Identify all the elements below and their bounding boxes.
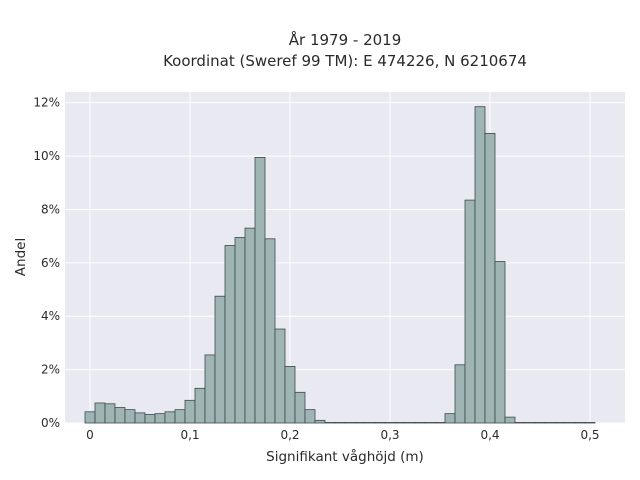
histogram-bar xyxy=(284,366,296,424)
y-tick-label: 12% xyxy=(33,96,60,110)
histogram-bar xyxy=(364,422,376,424)
histogram-bar xyxy=(174,409,186,424)
histogram-bar xyxy=(464,199,476,424)
histogram-bars xyxy=(84,106,596,424)
histogram-bar xyxy=(94,402,106,424)
histogram-bar xyxy=(294,391,306,424)
histogram-bar xyxy=(304,409,316,424)
histogram-bar xyxy=(104,403,116,424)
histogram-bar xyxy=(154,413,166,424)
histogram-bar xyxy=(524,422,536,424)
histogram-bar xyxy=(274,328,286,424)
histogram-bar xyxy=(164,411,176,424)
histogram-bar xyxy=(134,412,146,424)
x-axis-label: Signifikant våghöjd (m) xyxy=(266,448,424,465)
x-tick-label: 0,2 xyxy=(280,428,299,442)
histogram-bar xyxy=(344,422,356,424)
histogram-bar xyxy=(544,422,556,424)
histogram-bar xyxy=(384,422,396,424)
histogram-bar xyxy=(194,387,206,424)
histogram-bar xyxy=(474,106,486,424)
chart-title-line-2: Koordinat (Sweref 99 TM): E 474226, N 62… xyxy=(163,52,527,70)
histogram-bar xyxy=(514,422,526,424)
x-tick-label: 0,5 xyxy=(580,428,599,442)
histogram-bar xyxy=(534,422,546,424)
histogram-bar xyxy=(244,227,256,424)
y-axis-ticks: 0% 2% 4% 6% 8% 10% 12% xyxy=(33,96,60,430)
histogram-bar xyxy=(584,422,596,424)
histogram-bar xyxy=(494,261,506,424)
histogram-bar xyxy=(334,422,346,424)
histogram-bar xyxy=(214,295,226,424)
histogram-bar xyxy=(114,407,126,424)
histogram-bar xyxy=(564,422,576,424)
histogram-bar xyxy=(354,422,366,424)
x-tick-label: 0,3 xyxy=(380,428,399,442)
histogram-bar xyxy=(394,422,406,424)
histogram-bar xyxy=(264,238,276,424)
histogram-bar xyxy=(324,422,336,424)
y-tick-label: 4% xyxy=(41,309,60,323)
histogram-bar xyxy=(454,364,466,424)
y-tick-label: 10% xyxy=(33,149,60,163)
y-tick-label: 8% xyxy=(41,202,60,216)
y-tick-label: 0% xyxy=(41,416,60,430)
histogram-bar xyxy=(234,237,246,424)
histogram-bar xyxy=(254,156,266,424)
histogram-bar xyxy=(574,422,586,424)
histogram-bar xyxy=(444,413,456,424)
histogram-bar xyxy=(484,132,496,424)
x-tick-label: 0 xyxy=(86,428,94,442)
y-tick-label: 2% xyxy=(41,363,60,377)
histogram-bar xyxy=(184,399,196,424)
histogram-bar xyxy=(124,409,136,424)
plot-area xyxy=(65,92,625,423)
histogram-bar xyxy=(204,354,216,424)
x-tick-label: 0,4 xyxy=(480,428,499,442)
y-axis-label: Andel xyxy=(13,238,29,276)
histogram-bar xyxy=(84,411,96,424)
x-axis-ticks: 0 0,1 0,2 0,3 0,4 0,5 xyxy=(86,428,599,442)
x-tick-label: 0,1 xyxy=(180,428,199,442)
histogram-bar xyxy=(554,422,566,424)
histogram-bar xyxy=(374,422,386,424)
chart-title-line-1: År 1979 - 2019 xyxy=(289,30,402,49)
histogram-bar xyxy=(504,416,516,424)
histogram-bar xyxy=(224,245,236,424)
histogram-bar xyxy=(404,422,416,424)
y-tick-label: 6% xyxy=(41,256,60,270)
histogram-bar xyxy=(424,422,436,424)
histogram-bar xyxy=(314,419,326,424)
histogram-bar xyxy=(414,422,426,424)
histogram-bar xyxy=(144,414,156,424)
histogram-bar xyxy=(434,422,446,424)
